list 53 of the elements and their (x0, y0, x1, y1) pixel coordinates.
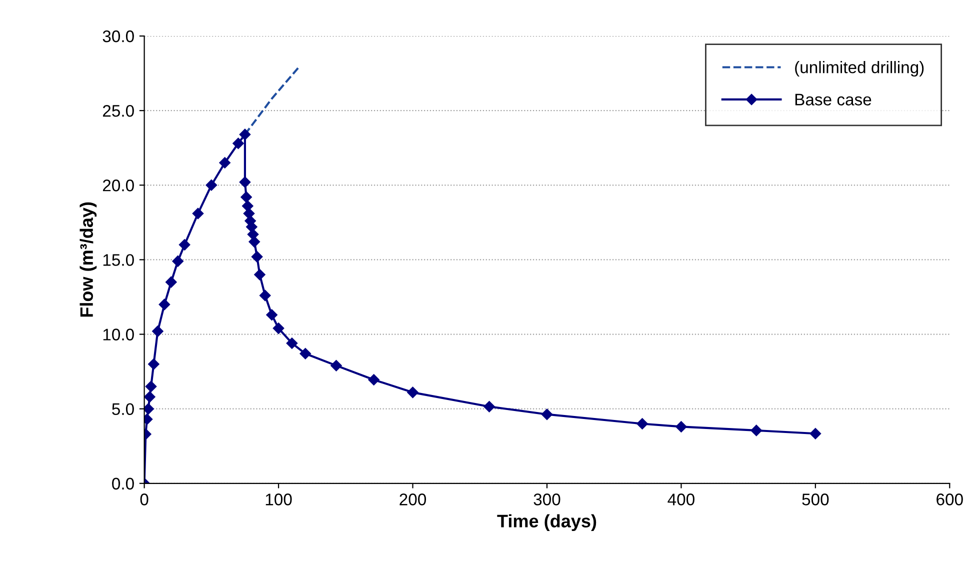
y-tick-label: 30.0 (102, 30, 134, 42)
y-tick-label: 15.0 (103, 254, 134, 266)
point (247, 228, 259, 240)
y-tick-label: 5.0 (112, 403, 134, 416)
x-tick-label: 100 (266, 494, 292, 506)
x-tick-label: 0 (140, 494, 148, 506)
point (240, 191, 252, 203)
point (272, 322, 284, 334)
point (158, 298, 170, 310)
point (144, 391, 156, 403)
y-tick-label: 20.0 (102, 180, 134, 192)
x-tick-label: 200 (400, 494, 426, 506)
point (239, 176, 251, 188)
point (251, 251, 263, 262)
point (676, 421, 687, 432)
y-tick-label: 0.0 (112, 478, 134, 490)
point (242, 200, 254, 212)
x-tick-label: 600 (936, 494, 963, 506)
point (368, 374, 380, 386)
point (192, 208, 204, 220)
point (286, 338, 298, 349)
point (330, 360, 342, 372)
point (248, 236, 260, 248)
y-tick-label: 10.0 (103, 328, 134, 340)
point (166, 276, 177, 288)
point (172, 256, 184, 267)
point (152, 326, 164, 337)
point (145, 380, 157, 392)
legend-label: Base case (795, 94, 872, 106)
point (484, 400, 495, 412)
point (254, 269, 266, 280)
point (144, 403, 154, 414)
point (636, 418, 648, 430)
point (148, 358, 160, 370)
x-tick-label: 300 (534, 494, 560, 506)
point (259, 290, 271, 302)
x-tick-label: 400 (668, 494, 694, 506)
point (266, 309, 278, 320)
legend-label: (unlimited drilling) (795, 61, 924, 77)
x-tick-label: 500 (802, 494, 829, 506)
point (300, 348, 311, 360)
point (541, 408, 553, 420)
point (178, 239, 190, 250)
point (232, 138, 244, 149)
point (206, 180, 218, 191)
y-axis-title: Flow (m³/day) (80, 202, 97, 317)
point (239, 128, 251, 140)
point (750, 424, 762, 436)
y-tick-label: 25.0 (102, 104, 134, 117)
point (810, 428, 822, 440)
x-axis-title: Time (days) (497, 514, 596, 532)
point (219, 157, 230, 168)
point (407, 386, 418, 398)
